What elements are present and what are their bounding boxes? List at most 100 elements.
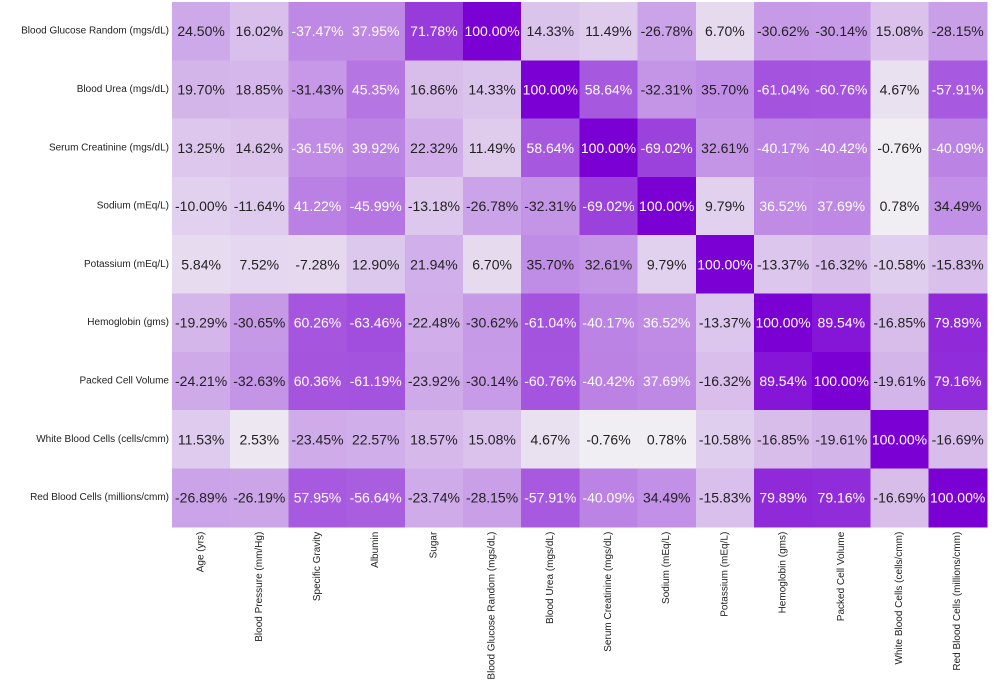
heatmap-cell: [637, 60, 697, 120]
cell-value-label: 22.32%: [410, 140, 457, 156]
cell-value-label: 32.61%: [585, 256, 632, 272]
heatmap-cell: [288, 293, 348, 353]
heatmap-cell: [521, 2, 580, 61]
cell-value-label: -16.69%: [932, 431, 984, 447]
cell-value-label: -61.04%: [524, 315, 576, 331]
heatmap-cell: [695, 293, 755, 353]
heatmap-cell: [404, 235, 464, 295]
cell-value-label: 37.95%: [352, 23, 399, 39]
heatmap-cell: [172, 468, 231, 528]
cell-value-label: 45.35%: [352, 81, 399, 97]
cell-value-label: -56.64%: [350, 490, 402, 506]
heatmap-cell: [404, 410, 464, 469]
heatmap-cell: [463, 60, 522, 120]
cell-value-label: 60.36%: [294, 373, 341, 389]
heatmap-cell: [754, 2, 813, 61]
cell-value-label: 100.00%: [814, 373, 869, 389]
cell-value-label: 100.00%: [930, 490, 985, 506]
heatmap-cell: [695, 2, 755, 61]
heatmap-cell: [172, 60, 231, 120]
cell-value-label: -69.02%: [582, 198, 634, 214]
heatmap-cell: [346, 176, 406, 236]
heatmap-cell: [870, 118, 930, 178]
heatmap-cell: [928, 351, 988, 411]
cell-value-label: 14.33%: [527, 23, 574, 39]
heatmap-cell: [521, 235, 580, 295]
heatmap-cell: [404, 176, 464, 236]
row-label: Packed Cell Volume: [80, 375, 170, 386]
cell-value-label: -10.58%: [873, 256, 925, 272]
column-label: Blood Pressure (mm/Hg): [254, 532, 265, 642]
cell-value-label: -16.85%: [757, 431, 809, 447]
cell-value-label: 37.69%: [643, 373, 690, 389]
heatmap-cell: [579, 235, 639, 295]
heatmap-cell: [637, 176, 697, 236]
cell-value-label: 6.70%: [705, 23, 745, 39]
cell-value-label: 60.26%: [294, 315, 341, 331]
cell-value-label: 24.50%: [177, 23, 224, 39]
heatmap-cell: [230, 118, 289, 178]
heatmap-cell: [579, 118, 639, 178]
cell-value-label: 79.16%: [818, 490, 865, 506]
heatmap-cell: [812, 468, 871, 528]
heatmap-cell: [695, 468, 755, 528]
cell-value-label: 19.70%: [177, 81, 224, 97]
cell-value-label: -69.02%: [641, 140, 693, 156]
cell-value-label: -28.15%: [466, 490, 518, 506]
cell-value-label: 100.00%: [639, 198, 694, 214]
heatmap-cell: [812, 176, 871, 236]
heatmap-cell: [172, 293, 231, 353]
cell-value-label: -37.47%: [291, 23, 343, 39]
heatmap-cell: [870, 60, 930, 120]
heatmap-cell: [637, 410, 697, 469]
cell-value-label: 15.08%: [468, 431, 515, 447]
cell-value-label: 16.86%: [410, 81, 457, 97]
heatmap-cell: [812, 410, 871, 469]
heatmap-cell: [870, 293, 930, 353]
cell-value-label: 5.84%: [181, 256, 221, 272]
cell-value-label: -40.42%: [582, 373, 634, 389]
heatmap-cell: [404, 2, 464, 61]
cell-value-label: -40.17%: [582, 315, 634, 331]
cell-value-label: -10.00%: [175, 198, 227, 214]
cell-value-label: -31.43%: [291, 81, 343, 97]
heatmap-cell: [346, 118, 406, 178]
heatmap-cell: [637, 2, 697, 61]
heatmap-cell: [521, 118, 580, 178]
heatmap-cell: [288, 2, 348, 61]
cell-value-label: 18.85%: [236, 81, 283, 97]
heatmap-cell: [928, 468, 988, 528]
column-label: Sodium (mEq/L): [661, 532, 672, 604]
cell-value-label: -13.37%: [699, 315, 751, 331]
heatmap-cell: [754, 60, 813, 120]
row-label: Serum Creatinine (mgs/dL): [49, 142, 169, 153]
heatmap-cell: [812, 293, 871, 353]
cell-value-label: -30.14%: [815, 23, 867, 39]
heatmap-cell: [288, 410, 348, 469]
heatmap-cell: [812, 118, 871, 178]
heatmap-cell: [521, 176, 580, 236]
column-label: Potassium (mEq/L): [719, 532, 730, 617]
cell-value-label: 79.89%: [934, 315, 981, 331]
heatmap-cell: [754, 410, 813, 469]
heatmap-cell: [404, 351, 464, 411]
heatmap-cell: [463, 176, 522, 236]
heatmap-cell: [288, 351, 348, 411]
heatmap-cell: [230, 176, 289, 236]
heatmap-cell: [637, 118, 697, 178]
cell-value-label: 34.49%: [934, 198, 981, 214]
heatmap-cell: [172, 351, 231, 411]
heatmap-cell: [754, 176, 813, 236]
heatmap-cell: [870, 2, 930, 61]
cell-value-label: -23.45%: [291, 431, 343, 447]
heatmap-cell: [928, 176, 988, 236]
row-label: Sodium (mEq/L): [97, 201, 169, 212]
heatmap-cell: [870, 351, 930, 411]
cell-value-label: 100.00%: [755, 315, 810, 331]
heatmap-cell: [346, 468, 406, 528]
heatmap-cell: [346, 235, 406, 295]
heatmap-cell: [288, 468, 348, 528]
heatmap-cell: [404, 293, 464, 353]
cell-value-label: 89.54%: [759, 373, 806, 389]
heatmap-cell: [812, 60, 871, 120]
